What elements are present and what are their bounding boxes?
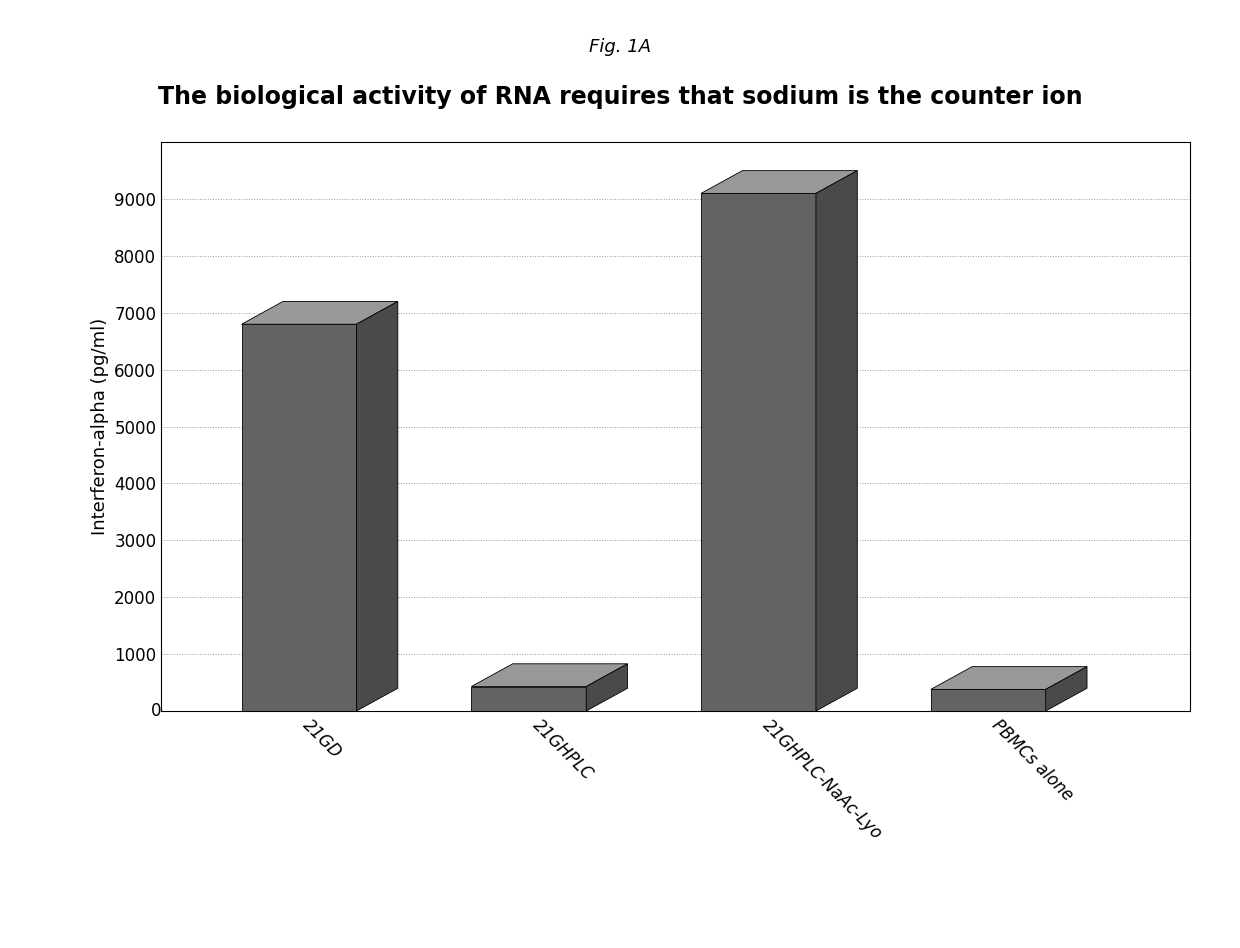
Y-axis label: Interferon-alpha (pg/ml): Interferon-alpha (pg/ml) bbox=[91, 318, 109, 536]
Polygon shape bbox=[931, 666, 1087, 689]
Polygon shape bbox=[701, 193, 816, 711]
Polygon shape bbox=[356, 301, 398, 711]
Polygon shape bbox=[816, 171, 857, 711]
Text: Fig. 1A: Fig. 1A bbox=[589, 38, 651, 56]
Polygon shape bbox=[242, 324, 356, 711]
Polygon shape bbox=[1045, 666, 1087, 711]
Text: The biological activity of RNA requires that sodium is the counter ion: The biological activity of RNA requires … bbox=[157, 85, 1083, 109]
Polygon shape bbox=[471, 664, 627, 686]
Polygon shape bbox=[242, 301, 398, 324]
Polygon shape bbox=[701, 171, 857, 193]
Polygon shape bbox=[931, 689, 1045, 711]
Text: 0: 0 bbox=[151, 702, 161, 720]
Polygon shape bbox=[471, 686, 587, 711]
Polygon shape bbox=[587, 664, 627, 711]
